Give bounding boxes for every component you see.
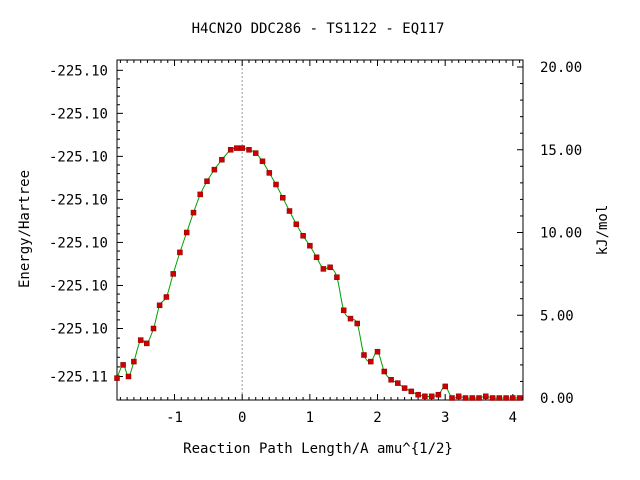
data-point: [197, 191, 203, 198]
x-tick-label: 4: [509, 410, 517, 426]
y-tick-label: -225.10: [49, 63, 108, 79]
data-point: [455, 393, 462, 400]
x-tick-label: 3: [441, 410, 449, 426]
data-point: [273, 181, 279, 188]
data-point: [313, 254, 320, 261]
chart-title: H4CN2O DDC286 - TS1122 - EQ117: [192, 21, 445, 37]
data-point: [307, 242, 313, 249]
data-point: [280, 194, 286, 201]
y-tick-label: -225.10: [49, 235, 108, 251]
data-point: [144, 340, 150, 347]
series-layer: [114, 145, 523, 401]
data-point: [462, 395, 469, 401]
data-point: [246, 147, 252, 153]
data-point: [183, 229, 190, 236]
data-point: [170, 271, 176, 277]
series-line: [116, 147, 520, 399]
data-point: [190, 209, 197, 216]
y-tick-label: -225.10: [49, 192, 108, 208]
y2-axis-label: kJ/mol: [595, 205, 611, 256]
y2-tick-label: 10.00: [540, 226, 582, 242]
y-tick-label: -225.11: [49, 369, 108, 385]
y-axis-label: Energy/Hartree: [17, 170, 33, 288]
data-point: [320, 266, 327, 272]
data-point: [442, 383, 448, 390]
data-point: [219, 156, 225, 163]
data-point: [266, 170, 273, 176]
data-point: [368, 358, 374, 365]
data-point: [469, 395, 476, 401]
data-point: [408, 388, 415, 395]
plot-frame: [116, 59, 524, 401]
data-point: [334, 274, 340, 280]
data-point: [435, 391, 442, 398]
data-point: [286, 208, 293, 214]
y-tick-label: -225.10: [49, 278, 108, 294]
data-point: [259, 158, 266, 165]
y-tick-label: -225.10: [49, 106, 108, 122]
y-tick-label: -225.10: [49, 149, 108, 165]
data-point: [401, 385, 408, 391]
data-point: [177, 249, 183, 256]
x-axis-label: Reaction Path Length/A amu^{1/2}: [183, 441, 453, 457]
data-point: [510, 395, 516, 401]
axis-ticks: [117, 60, 523, 400]
y2-tick-label: 5.00: [540, 308, 574, 324]
data-point: [234, 145, 240, 151]
data-point: [227, 147, 234, 153]
data-point: [252, 150, 259, 156]
data-point: [327, 264, 333, 271]
data-point: [347, 315, 354, 322]
data-point: [131, 358, 137, 365]
data-point: [496, 395, 503, 401]
data-point: [428, 393, 435, 400]
data-point: [483, 393, 489, 400]
data-point: [476, 395, 482, 401]
data-point: [516, 395, 523, 401]
data-point: [137, 337, 144, 343]
data-point: [388, 377, 394, 383]
data-point: [300, 233, 306, 239]
data-point: [422, 393, 428, 400]
data-point: [293, 221, 300, 227]
data-point: [503, 395, 509, 401]
data-point: [114, 375, 120, 381]
data-point: [361, 352, 367, 358]
x-tick-label: 1: [306, 410, 314, 426]
data-point: [374, 348, 381, 355]
y2-tick-label: 15.00: [540, 143, 582, 159]
tick-labels: -1 0 1 2 3 4 0.00 5.00 10.00 15.00 20.00 -225.10 -22…: [49, 60, 582, 426]
y2-tick-label: 0.00: [540, 391, 574, 407]
data-point: [150, 325, 157, 332]
data-point: [125, 373, 132, 380]
data-point: [204, 178, 210, 184]
data-point: [156, 302, 163, 309]
x-tick-label: -1: [166, 410, 183, 426]
data-point: [163, 294, 170, 300]
y2-tick-label: 20.00: [540, 60, 582, 76]
x-tick-label: 0: [238, 410, 246, 426]
data-point: [415, 391, 421, 398]
data-point: [340, 307, 347, 314]
data-point: [489, 395, 496, 401]
data-point: [449, 395, 455, 401]
x-tick-label: 2: [373, 410, 381, 426]
data-point: [381, 368, 388, 375]
data-point: [395, 380, 401, 386]
data-point: [120, 362, 126, 368]
data-point: [354, 320, 360, 327]
data-point: [239, 145, 245, 151]
y-tick-label: -225.10: [49, 321, 108, 337]
data-point: [211, 166, 218, 173]
